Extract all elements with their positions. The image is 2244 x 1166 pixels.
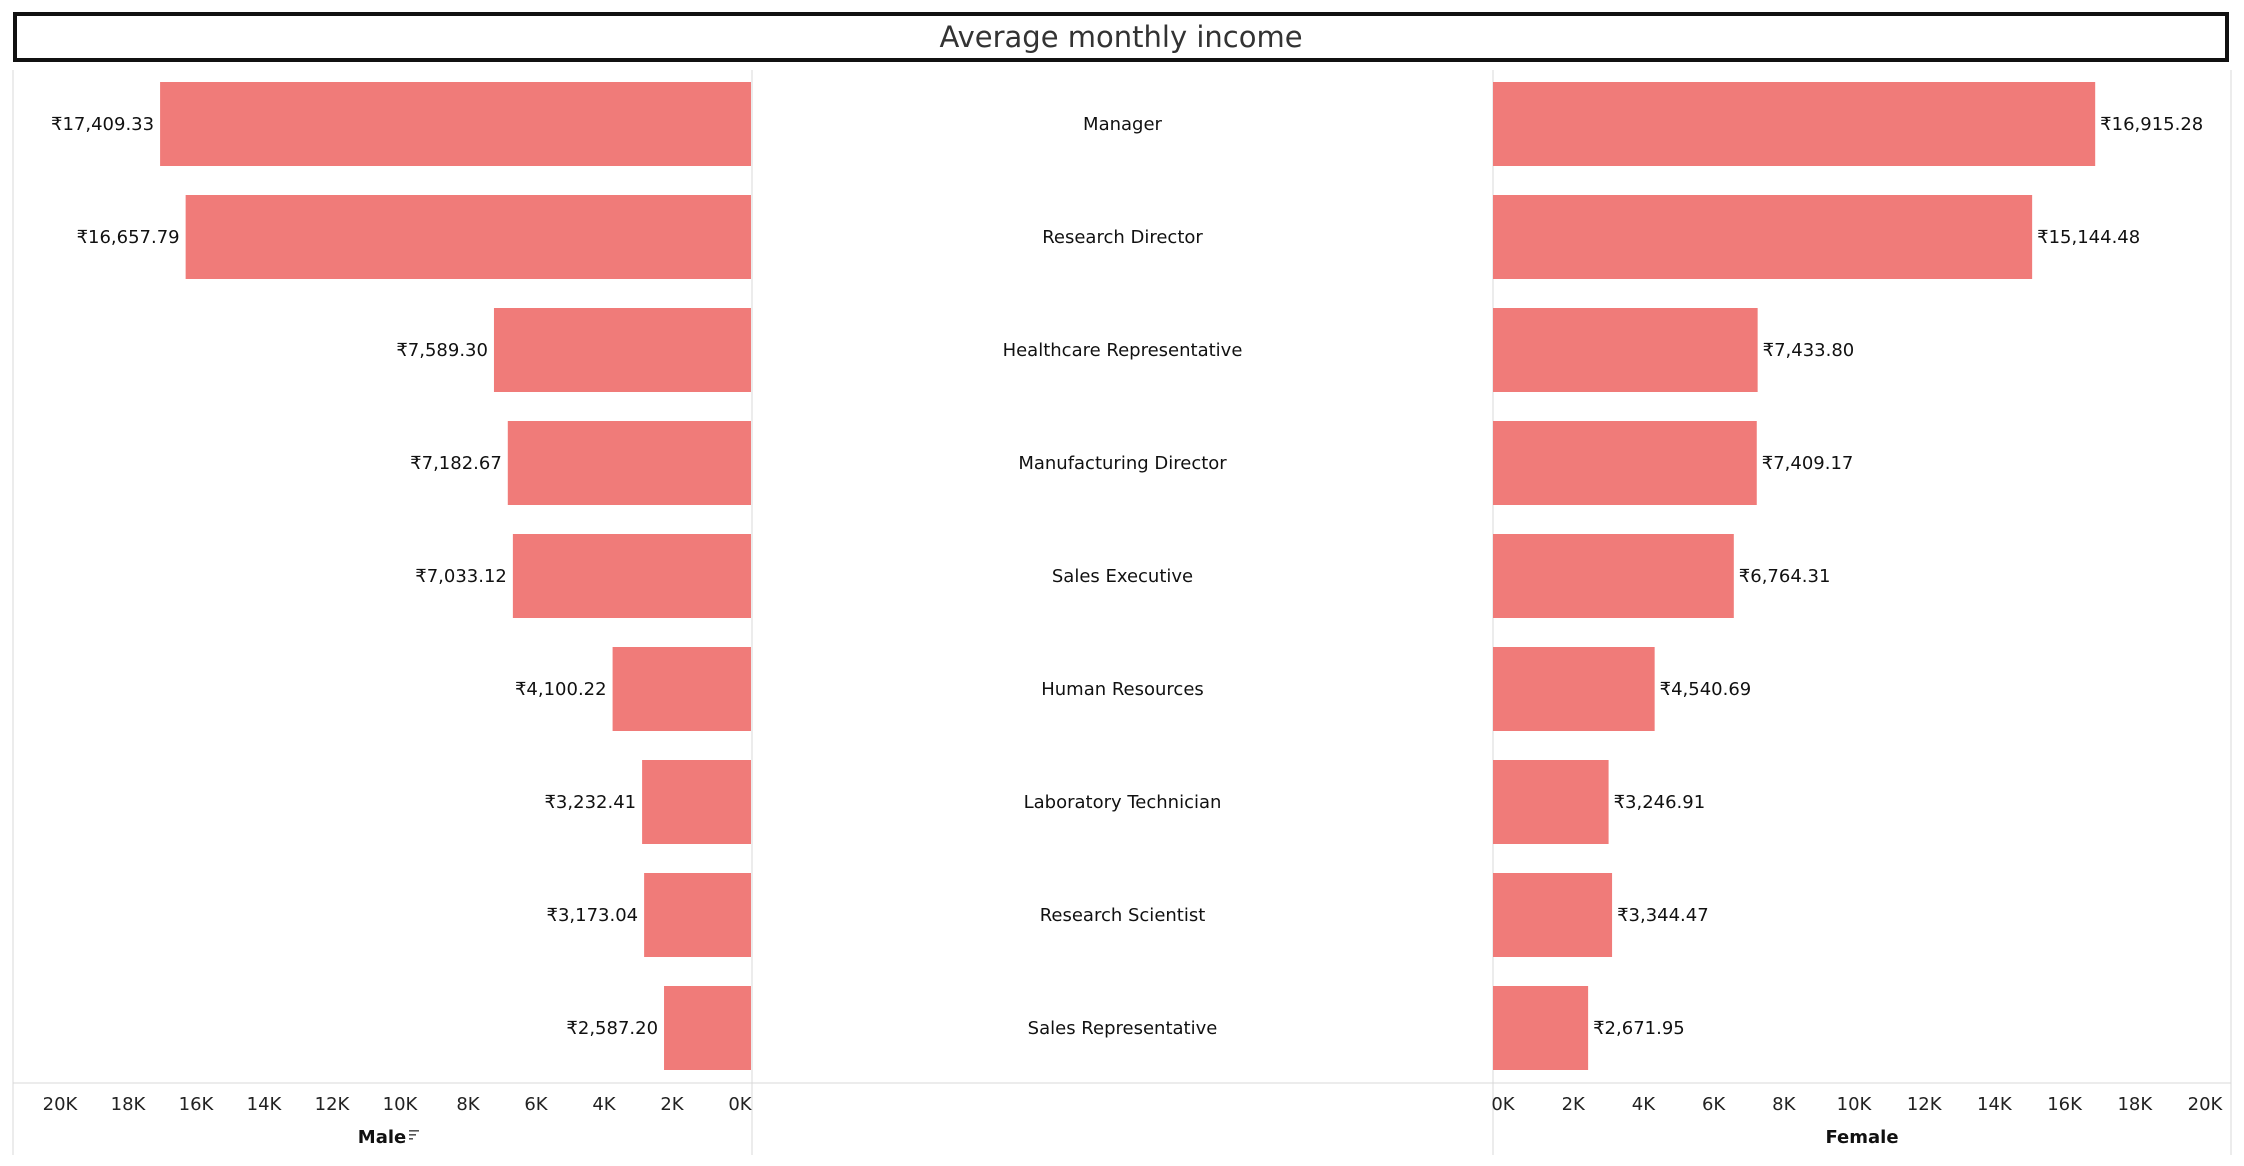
male-axis-tick: 0K: [728, 1094, 752, 1115]
female-axis-tick: 18K: [2117, 1094, 2153, 1115]
female-bar: [1493, 873, 1613, 957]
male-bar-label: ₹2,587.20: [566, 1018, 658, 1039]
male-bar: [493, 308, 751, 392]
male-bar-label: ₹17,409.33: [51, 114, 154, 135]
male-axis-tick: 20K: [43, 1094, 79, 1115]
female-bar: [1493, 534, 1734, 618]
female-bar-label: ₹7,433.80: [1763, 340, 1855, 361]
female-bar-label: ₹7,409.17: [1762, 453, 1854, 474]
female-bar-label: ₹4,540.69: [1660, 679, 1752, 700]
female-bar: [1493, 308, 1758, 392]
male-bar: [642, 760, 751, 844]
male-bar: [507, 421, 751, 505]
female-bar: [1493, 647, 1655, 731]
female-axis-tick: 16K: [2047, 1094, 2083, 1115]
female-axis-title: Female: [1825, 1127, 1898, 1148]
male-bar: [664, 986, 751, 1070]
male-bar-label: ₹16,657.79: [77, 227, 180, 248]
category-label: Sales Representative: [1028, 1018, 1218, 1039]
category-label: Manufacturing Director: [1018, 453, 1227, 474]
female-axis-tick: 6K: [1702, 1094, 1726, 1115]
female-bar-label: ₹3,246.91: [1614, 792, 1706, 813]
female-axis-tick: 10K: [1837, 1094, 1873, 1115]
male-axis-tick: 18K: [111, 1094, 147, 1115]
male-axis-tick: 12K: [315, 1094, 351, 1115]
male-axis-tick: 4K: [592, 1094, 616, 1115]
male-bar-label: ₹7,589.30: [396, 340, 488, 361]
sort-descending-icon[interactable]: [409, 1130, 419, 1140]
male-axis-tick: 16K: [179, 1094, 215, 1115]
female-axis-tick: 20K: [2188, 1094, 2224, 1115]
category-label: Sales Executive: [1052, 566, 1193, 587]
female-axis-tick: 12K: [1907, 1094, 1943, 1115]
female-bar: [1493, 986, 1589, 1070]
female-bar: [1493, 195, 2033, 279]
female-bar: [1493, 82, 2096, 166]
male-axis-tick: 2K: [660, 1094, 684, 1115]
female-bar: [1493, 421, 1757, 505]
male-bar: [160, 82, 752, 166]
female-bar-label: ₹2,671.95: [1593, 1018, 1685, 1039]
female-axis-tick: 2K: [1562, 1094, 1586, 1115]
male-bar: [612, 647, 751, 731]
chart-title-box: Average monthly income: [13, 12, 2229, 62]
category-label: Research Scientist: [1040, 905, 1206, 926]
female-axis-tick: 8K: [1772, 1094, 1796, 1115]
male-axis-title: Male: [358, 1127, 406, 1148]
male-bar-label: ₹3,232.41: [544, 792, 636, 813]
category-label: Human Resources: [1041, 679, 1204, 700]
male-bar-label: ₹7,033.12: [415, 566, 507, 587]
male-bar: [185, 195, 752, 279]
male-axis-tick: 6K: [524, 1094, 548, 1115]
female-bar-label: ₹3,344.47: [1617, 905, 1709, 926]
male-axis-tick: 14K: [247, 1094, 283, 1115]
chart-title: Average monthly income: [939, 20, 1303, 54]
female-bar: [1493, 760, 1609, 844]
female-axis-tick: 0K: [1491, 1094, 1515, 1115]
female-bar-label: ₹6,764.31: [1739, 566, 1831, 587]
category-label: Research Director: [1042, 227, 1203, 248]
category-label: Laboratory Technician: [1024, 792, 1222, 813]
category-label: Healthcare Representative: [1003, 340, 1243, 361]
female-bar-label: ₹15,144.48: [2037, 227, 2140, 248]
female-axis-tick: 4K: [1632, 1094, 1656, 1115]
male-bar-label: ₹4,100.22: [515, 679, 607, 700]
male-axis-tick: 8K: [456, 1094, 480, 1115]
male-axis-tick: 10K: [383, 1094, 419, 1115]
male-bar-label: ₹7,182.67: [410, 453, 502, 474]
female-axis-tick: 14K: [1977, 1094, 2013, 1115]
male-bar: [644, 873, 751, 957]
male-bar: [512, 534, 751, 618]
category-label: Manager: [1083, 114, 1162, 135]
male-bar-label: ₹3,173.04: [547, 905, 639, 926]
female-bar-label: ₹16,915.28: [2100, 114, 2203, 135]
